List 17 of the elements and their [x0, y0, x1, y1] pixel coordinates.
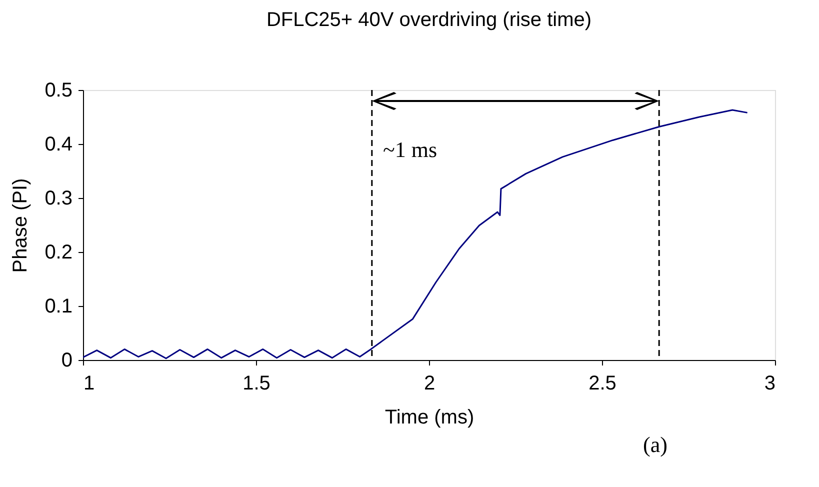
- y-tick-label: 0.4: [44, 134, 72, 156]
- y-axis-title: Phase (PI): [10, 178, 32, 273]
- x-tick-label: 2: [424, 372, 436, 394]
- y-tick-label: 0.2: [44, 242, 72, 264]
- chart-title: DFLC25+ 40V overdriving (rise time): [266, 9, 592, 31]
- y-tick-label: 0.5: [44, 80, 72, 102]
- y-tick-label: 0.1: [44, 296, 72, 318]
- y-tick-label: 0.3: [44, 188, 72, 210]
- x-tick-label: 2.5: [588, 372, 616, 394]
- x-tick-label: 3: [764, 372, 776, 394]
- x-axis-title: Time (ms): [384, 406, 474, 428]
- text: (a): [643, 432, 668, 457]
- y-tick-label: 0: [61, 350, 72, 372]
- x-tick-label: 1.5: [242, 372, 270, 394]
- x-tick-label: 1: [84, 372, 95, 394]
- annotation: ~1 ms: [383, 137, 438, 162]
- line-series: [83, 109, 748, 360]
